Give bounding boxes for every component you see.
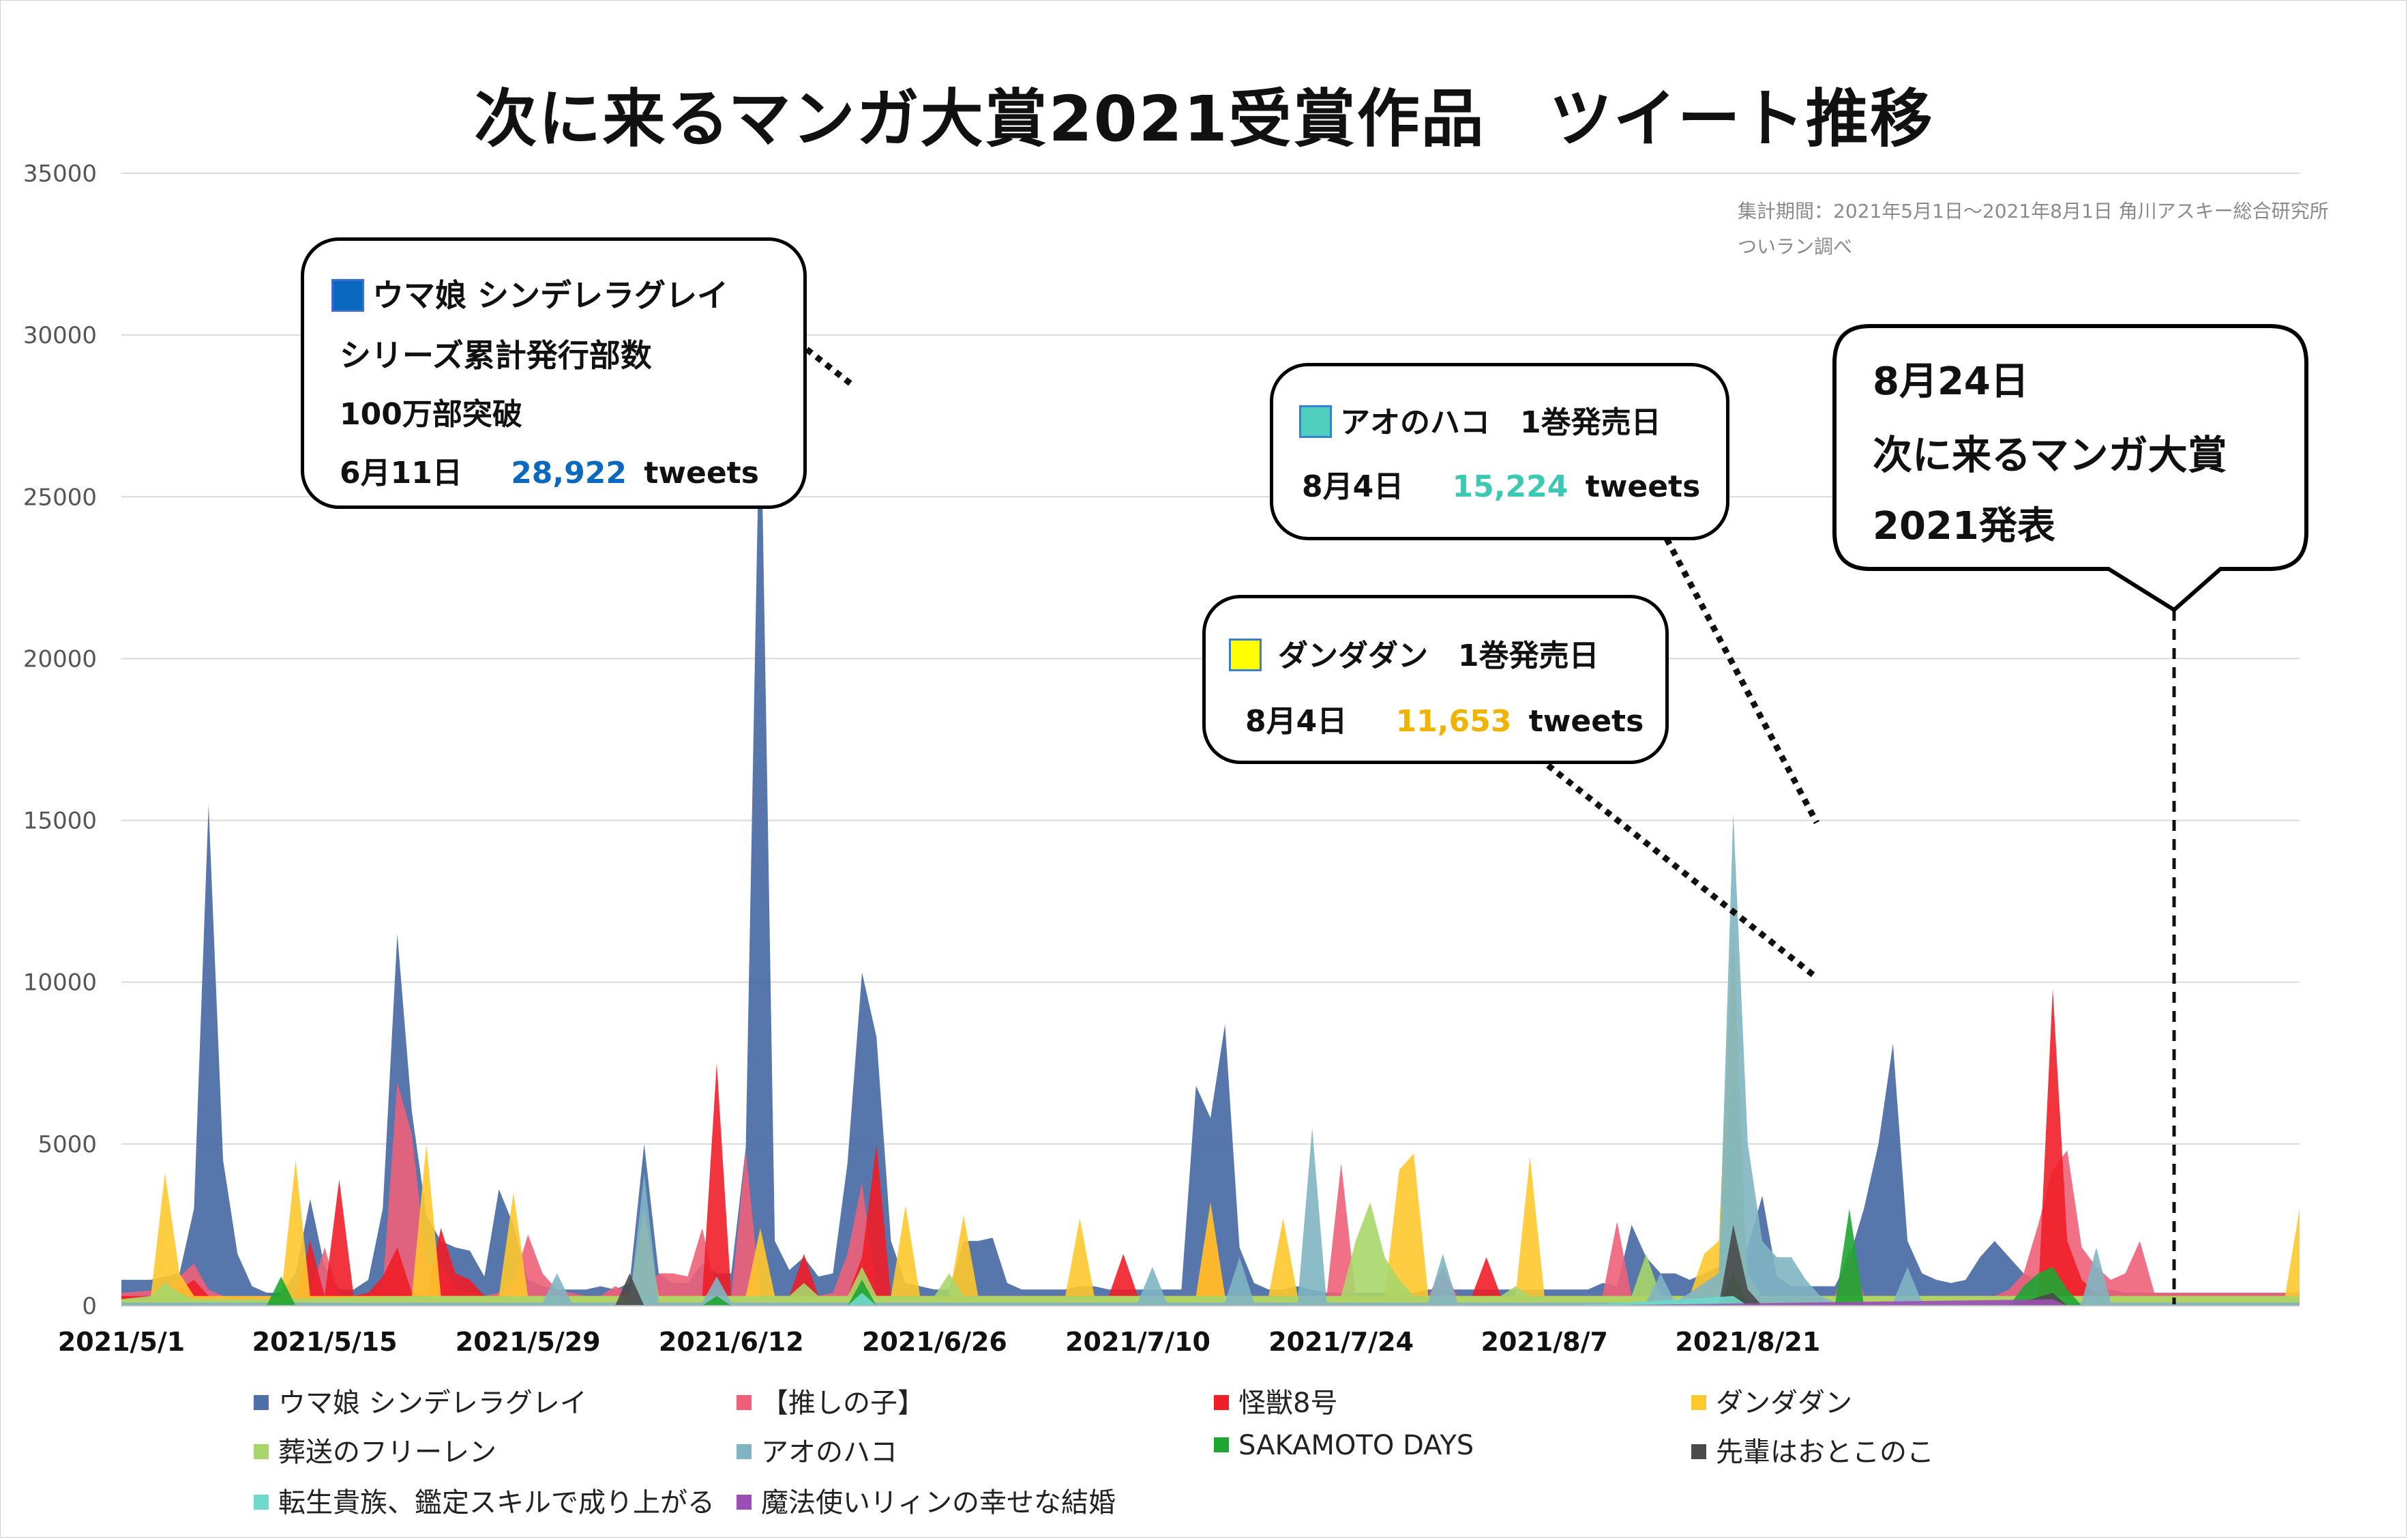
callout-uma: ウマ娘 シンデレラグレイ シリーズ累計発行部数 100万部突破 6月11日 28… [301,237,807,509]
ao-unit: tweets [1585,469,1701,504]
x-tick-label: 2021/8/21 [1675,1327,1820,1357]
y-tick-label: 25000 [23,484,97,511]
x-tick-label: 2021/5/1 [58,1327,185,1357]
x-tick-label: 2021/7/10 [1065,1327,1210,1357]
legend-swatch [254,1444,269,1459]
legend-label: 葬送のフリーレン [278,1437,496,1468]
legend-label: SAKAMOTO DAYS [1238,1430,1474,1461]
x-tick-label: 2021/8/7 [1481,1327,1608,1357]
area-series-0 [121,370,2300,1306]
x-tick-label: 2021/5/29 [456,1327,601,1357]
ao-leader-line [1664,537,1819,825]
x-tick-label: 2021/7/24 [1268,1327,1414,1357]
dan-leader-line [1546,763,1816,978]
legend-swatch [1691,1444,1706,1459]
ao-swatch [1299,405,1332,438]
y-tick-label: 35000 [23,160,97,188]
legend-swatch [737,1395,752,1410]
legend-swatch [737,1444,752,1459]
legend-label: ダンダダン [1716,1388,1852,1419]
uma-count: 28,922 [511,456,627,490]
area-series-9 [121,1299,2300,1306]
legend-item: 転生貴族、鑑定スキルで成り上がる [254,1480,715,1520]
ao-callout-title: アオのハコ 1巻発売日 [1340,405,1661,440]
legend-item: 【推しの子】 [737,1381,925,1420]
y-tick-label: 10000 [23,969,97,997]
source-note: 集計期間：2021年5月1日〜2021年8月1日 角川アスキー総合研究所 ついラ… [1738,200,2329,258]
callout-dan: ダンダダン 1巻発売日 8月4日 11,653 tweets [1202,595,1669,764]
uma-date: 6月11日 [340,456,462,490]
award-bubble [1832,324,2308,612]
area-series-3 [121,928,2300,1306]
legend-item: ウマ娘 シンデレラグレイ [254,1381,587,1420]
dan-callout-title: ダンダダン 1巻発売日 [1278,639,1599,673]
x-tick-label: 2021/6/26 [862,1327,1007,1357]
x-tick-label: 2021/6/12 [659,1327,804,1357]
legend-label: 【推しの子】 [761,1388,925,1419]
legend-label: アオのハコ [761,1437,897,1468]
award-line3: 2021発表 [1873,504,2055,548]
legend-swatch [254,1495,269,1510]
legend-item: 葬送のフリーレン [254,1430,496,1469]
legend-item: ダンダダン [1691,1381,1852,1420]
dan-unit: tweets [1528,704,1644,739]
dan-swatch [1229,639,1262,671]
y-tick-label: 5000 [38,1131,97,1158]
legend-swatch [1214,1395,1229,1410]
y-tick-label: 30000 [23,322,97,349]
uma-callout-title: ウマ娘 シンデレラグレイ [372,277,729,314]
legend-item: アオのハコ [737,1430,897,1469]
uma-leader-line [805,347,856,389]
y-tick-label: 0 [82,1293,97,1320]
ao-count: 15,224 [1452,469,1569,504]
award-line2: 次に来るマンガ大賞 [1873,432,2227,478]
uma-unit: tweets [644,456,759,490]
legend-item: SAKAMOTO DAYS [1214,1430,1474,1461]
legend-swatch [1214,1437,1229,1452]
award-line1: 8月24日 [1873,360,2029,404]
ao-date: 8月4日 [1302,469,1404,504]
legend-item: 魔法使いリィンの幸せな結婚 [737,1480,1116,1520]
uma-swatch [331,278,364,312]
uma-line2: 100万部突破 [340,397,522,432]
legend-label: 先輩はおとこのこ [1716,1437,1934,1468]
y-tick-label: 20000 [23,645,97,673]
y-tick-label: 15000 [23,808,97,835]
callout-ao: アオのハコ 1巻発売日 8月4日 15,224 tweets [1270,363,1729,540]
legend-label: ウマ娘 シンデレラグレイ [278,1388,587,1419]
legend-label: 魔法使いリィンの幸せな結婚 [761,1487,1116,1519]
legend-swatch [737,1495,752,1510]
legend-item: 怪獣8号 [1214,1381,1337,1420]
dan-date: 8月4日 [1245,704,1348,739]
legend-label: 怪獣8号 [1238,1388,1338,1419]
uma-line1: シリーズ累計発行部数 [340,337,652,374]
chart-title: 次に来るマンガ大賞2021受賞作品 ツイート推移 [474,83,1934,156]
x-tick-label: 2021/5/15 [252,1327,398,1357]
legend-item: 先輩はおとこのこ [1691,1430,1934,1469]
legend-swatch [1691,1395,1706,1410]
dan-count: 11,653 [1395,704,1512,739]
legend-swatch [254,1395,269,1410]
legend-label: 転生貴族、鑑定スキルで成り上がる [278,1487,715,1519]
